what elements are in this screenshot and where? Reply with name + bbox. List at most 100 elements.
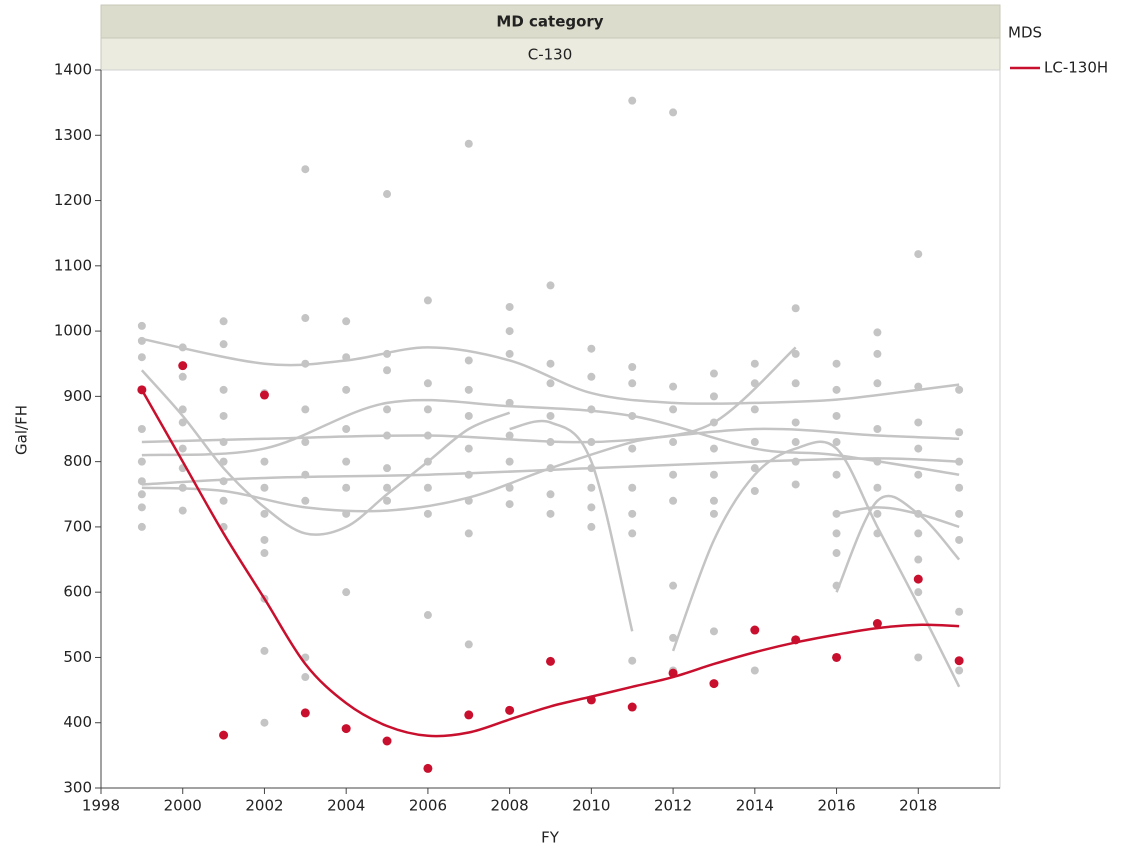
point: [301, 165, 310, 174]
point: [955, 483, 964, 492]
point: [709, 369, 718, 378]
point: [464, 411, 473, 420]
point: [791, 379, 800, 388]
point: [505, 349, 514, 358]
point: [873, 328, 882, 337]
point: [423, 379, 432, 388]
point: [423, 405, 432, 414]
y-tick-label: 300: [63, 779, 92, 797]
point: [914, 588, 923, 597]
point: [464, 529, 473, 538]
point: [791, 438, 800, 447]
header: MD category: [496, 13, 603, 31]
point: [955, 666, 964, 675]
point: [464, 640, 473, 649]
point: [709, 627, 718, 636]
point: [383, 464, 392, 473]
point: [546, 359, 555, 368]
point: [423, 483, 432, 492]
point: [464, 385, 473, 394]
point: [791, 418, 800, 427]
point: [301, 673, 310, 682]
point: [873, 379, 882, 388]
point: [423, 763, 433, 773]
point: [546, 281, 555, 290]
fit-curve: [140, 389, 960, 738]
point: [178, 361, 188, 371]
point: [955, 428, 964, 437]
x-tick-label: 2012: [654, 797, 692, 815]
point: [137, 503, 146, 512]
point: [587, 503, 596, 512]
point: [628, 96, 637, 105]
point: [383, 405, 392, 414]
point: [342, 385, 351, 394]
point: [178, 372, 187, 381]
point: [669, 581, 678, 590]
x-axis-label: FY: [541, 829, 560, 847]
point: [587, 522, 596, 531]
y-tick-label: 1300: [54, 126, 92, 144]
point: [260, 718, 269, 727]
point: [219, 385, 228, 394]
point: [669, 470, 678, 479]
point: [914, 529, 923, 538]
point: [423, 296, 432, 305]
point: [832, 470, 841, 479]
x-tick-label: 2006: [409, 797, 447, 815]
point: [873, 349, 882, 358]
point: [383, 190, 392, 199]
point: [219, 317, 228, 326]
point: [219, 496, 228, 505]
point: [954, 656, 964, 666]
point: [505, 327, 514, 336]
point: [832, 438, 841, 447]
fit-curve: [836, 506, 960, 529]
point: [709, 509, 718, 518]
point: [342, 457, 351, 466]
point: [260, 646, 269, 655]
point: [301, 496, 310, 505]
point: [505, 431, 514, 440]
point: [914, 444, 923, 453]
point: [750, 666, 759, 675]
point: [750, 405, 759, 414]
point: [505, 457, 514, 466]
legend-label: LC-130H: [1044, 59, 1108, 77]
x-tick-label: 2000: [164, 797, 202, 815]
point: [955, 535, 964, 544]
point: [669, 438, 678, 447]
point: [137, 457, 146, 466]
point: [342, 483, 351, 492]
point: [955, 385, 964, 394]
point: [178, 506, 187, 515]
point: [137, 336, 146, 345]
point: [137, 425, 146, 433]
point: [423, 509, 432, 518]
fit-curve: [835, 494, 961, 593]
point: [178, 405, 187, 414]
point: [178, 418, 187, 427]
point: [873, 425, 882, 433]
x-tick-label: 2008: [491, 797, 529, 815]
point: [914, 250, 923, 259]
point: [832, 385, 841, 394]
point: [301, 438, 310, 447]
point: [750, 464, 759, 473]
point: [832, 652, 842, 662]
point: [219, 340, 228, 349]
point: [342, 425, 351, 433]
y-tick-label: 500: [63, 648, 92, 666]
point: [464, 356, 473, 365]
y-tick-label: 1400: [54, 61, 92, 79]
point: [423, 611, 432, 620]
point: [750, 438, 759, 447]
point: [628, 529, 637, 538]
point: [260, 457, 269, 466]
point: [219, 411, 228, 420]
point: [505, 500, 514, 509]
point: [669, 108, 678, 117]
fit-curve: [141, 398, 960, 476]
point: [341, 724, 351, 734]
point: [709, 679, 719, 689]
